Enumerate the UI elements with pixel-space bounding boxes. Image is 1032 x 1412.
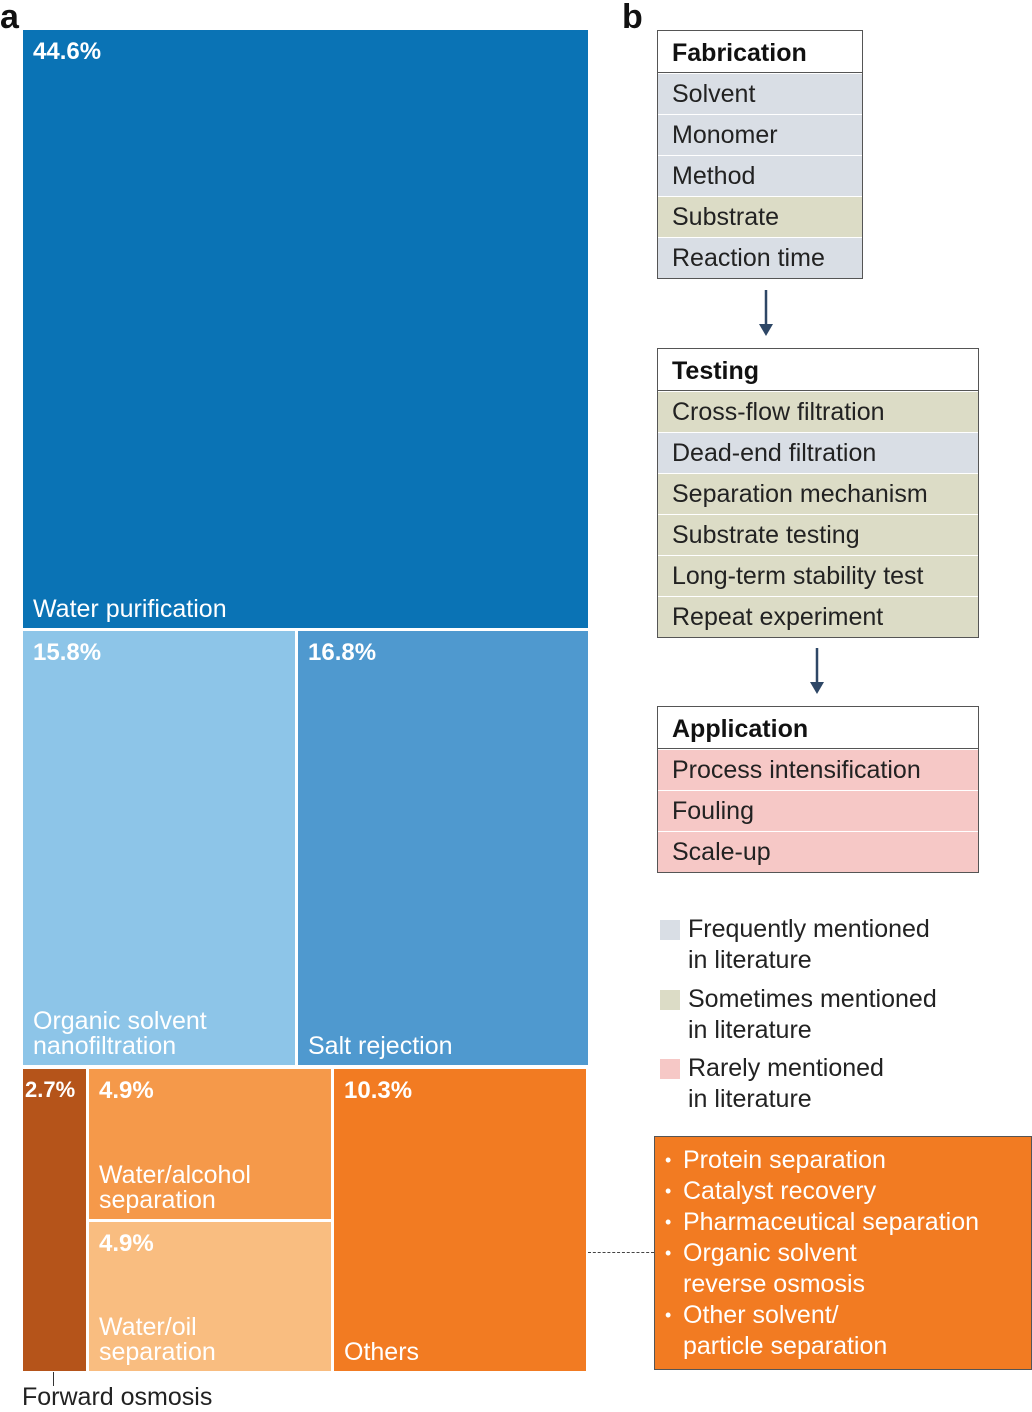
panel-label-b: b (622, 0, 643, 36)
others-list-item: Protein separation (665, 1145, 1031, 1176)
tile-percent-label: 2.7% (25, 1077, 76, 1102)
panel-label-a: a (0, 0, 19, 36)
treemap-tile-osn: 15.8% Organic solvent nanofiltration (23, 631, 295, 1065)
tile-category-label: Water/alcohol separation (99, 1161, 251, 1214)
tile-percent-label: 16.8% (308, 639, 377, 666)
others-list-item: Organic solvent reverse osmosis (665, 1238, 1031, 1300)
legend-text-rarely: Rarely mentioned in literature (688, 1054, 884, 1113)
tile-category-label: Salt rejection (308, 1032, 453, 1060)
tile-category-label: Water purification (33, 595, 227, 623)
arrow-down-icon (810, 648, 824, 694)
fabrication-row: Substrate (658, 196, 862, 237)
testing-row: Long-term stability test (658, 555, 978, 596)
others-connector-line (588, 1252, 654, 1253)
legend-text-frequent: Frequently mentioned in literature (688, 915, 930, 974)
testing-title: Testing (658, 349, 978, 391)
legend-swatch-sometimes (660, 990, 680, 1010)
testing-row: Repeat experiment (658, 596, 978, 637)
tile-percent-label: 4.9% (99, 1230, 154, 1257)
testing-row: Separation mechanism (658, 473, 978, 514)
others-detail-box: Protein separation Catalyst recovery Pha… (654, 1136, 1032, 1370)
application-row: Process intensification (658, 749, 978, 790)
tile-category-label: Others (344, 1338, 420, 1366)
others-list-item: Catalyst recovery (665, 1176, 1031, 1207)
treemap-tile-wa: 4.9% Water/alcohol separation (89, 1069, 331, 1219)
testing-row: Dead-end filtration (658, 432, 978, 473)
tile-category-label: Water/oil separation (99, 1313, 216, 1366)
legend-swatch-rarely (660, 1059, 680, 1079)
treemap-tile-salt: 16.8% Salt rejection (298, 631, 588, 1065)
application-row: Fouling (658, 790, 978, 831)
treemap-tile-wo: 4.9% Water/oil separation (89, 1222, 331, 1371)
treemap-tile-others: 10.3% Others (334, 1069, 586, 1371)
tile-percent-label: 15.8% (33, 639, 102, 666)
testing-row: Cross-flow filtration (658, 391, 978, 432)
treemap-tile-fo: 2.7% (23, 1069, 86, 1371)
others-list-item: Pharmaceutical separation (665, 1207, 1031, 1238)
fabrication-row: Reaction time (658, 237, 862, 278)
application-row: Scale-up (658, 831, 978, 872)
fabrication-box: Fabrication Solvent Monomer Method Substrat… (657, 30, 863, 279)
fabrication-row: Solvent (658, 73, 862, 114)
forward-osmosis-leader-line (53, 1372, 54, 1386)
application-box: Application Process intensification Fouli… (657, 706, 979, 873)
legend-text-sometimes: Sometimes mentioned in literature (688, 985, 937, 1044)
fabrication-row: Method (658, 155, 862, 196)
legend-swatch-frequent (660, 920, 680, 940)
tile-category-label: Organic solvent nanofiltration (33, 1007, 207, 1060)
treemap-tile-water: 44.6% Water purification (23, 30, 588, 628)
testing-box: Testing Cross-flow filtration Dead-end fi… (657, 348, 979, 638)
tile-percent-label: 10.3% (344, 1077, 413, 1104)
tile-percent-label: 4.9% (99, 1077, 154, 1104)
tile-percent-label: 44.6% (33, 38, 102, 65)
fabrication-title: Fabrication (658, 31, 862, 73)
arrow-down-icon (759, 290, 773, 336)
fabrication-row: Monomer (658, 114, 862, 155)
others-list-item: Other solvent/ particle separation (665, 1300, 1031, 1362)
testing-row: Substrate testing (658, 514, 978, 555)
application-title: Application (658, 707, 978, 749)
forward-osmosis-label: Forward osmosis (22, 1383, 213, 1411)
